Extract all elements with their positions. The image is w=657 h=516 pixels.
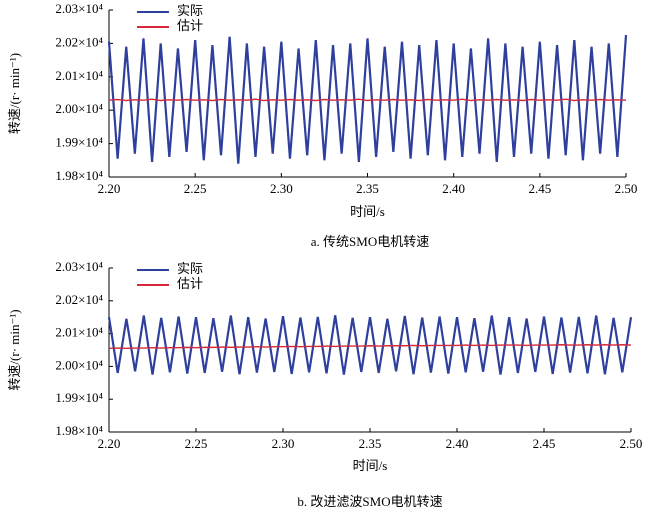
x-tick-label: 2.50 <box>615 181 638 196</box>
y-tick-label: 2.02×10⁴ <box>55 292 103 307</box>
x-tick-label: 2.35 <box>359 436 382 451</box>
legend-label: 估计 <box>177 276 203 291</box>
y-tick-label: 2.02×10⁴ <box>55 34 103 49</box>
series-line <box>107 315 633 375</box>
series-line <box>108 98 627 102</box>
y-tick-label: 1.98×10⁴ <box>55 168 103 183</box>
x-tick-label: 2.20 <box>98 181 121 196</box>
x-tick-label: 2.20 <box>98 436 121 451</box>
x-tick-label: 2.45 <box>528 181 551 196</box>
x-axis-label: 时间/s <box>350 204 385 219</box>
y-tick-label: 2.03×10⁴ <box>55 259 103 274</box>
y-axis-label: 转速/(r· min⁻¹) <box>7 309 22 390</box>
legend-label: 实际 <box>177 3 203 18</box>
x-tick-label: 2.25 <box>185 436 208 451</box>
x-tick-label: 2.40 <box>446 436 469 451</box>
y-tick-label: 2.00×10⁴ <box>55 101 103 116</box>
legend-label: 实际 <box>177 261 203 276</box>
y-axis-label: 转速/(r· min⁻¹) <box>7 53 22 134</box>
x-tick-label: 2.45 <box>533 436 556 451</box>
x-tick-label: 2.50 <box>620 436 643 451</box>
series-line <box>108 344 632 350</box>
y-tick-label: 1.98×10⁴ <box>55 423 103 438</box>
x-tick-label: 2.35 <box>356 181 379 196</box>
y-tick-label: 2.00×10⁴ <box>55 357 103 372</box>
x-tick-label: 2.30 <box>272 436 295 451</box>
caption: a. 传统SMO电机转速 <box>311 234 429 249</box>
y-tick-label: 1.99×10⁴ <box>55 390 103 405</box>
x-tick-label: 2.25 <box>184 181 207 196</box>
y-tick-label: 2.03×10⁴ <box>55 1 103 16</box>
x-axis-label: 时间/s <box>353 458 388 473</box>
legend-label: 估计 <box>177 18 203 33</box>
series-line <box>107 34 628 164</box>
y-tick-label: 2.01×10⁴ <box>55 325 103 340</box>
caption: b. 改进滤波SMO电机转速 <box>297 494 442 509</box>
x-tick-label: 2.30 <box>270 181 293 196</box>
y-tick-label: 1.99×10⁴ <box>55 135 103 150</box>
x-tick-label: 2.40 <box>442 181 465 196</box>
y-tick-label: 2.01×10⁴ <box>55 68 103 83</box>
